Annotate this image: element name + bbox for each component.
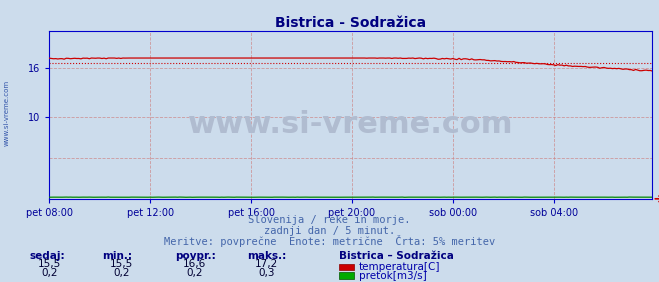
Text: 0,2: 0,2 bbox=[41, 268, 58, 278]
Text: 0,2: 0,2 bbox=[186, 268, 203, 278]
Text: 17,2: 17,2 bbox=[255, 259, 279, 269]
Text: 15,5: 15,5 bbox=[110, 259, 134, 269]
Text: maks.:: maks.: bbox=[247, 251, 287, 261]
Text: pretok[m3/s]: pretok[m3/s] bbox=[359, 271, 427, 281]
Text: Meritve: povprečne  Enote: metrične  Črta: 5% meritev: Meritve: povprečne Enote: metrične Črta:… bbox=[164, 235, 495, 247]
Text: Bistrica – Sodražica: Bistrica – Sodražica bbox=[339, 251, 454, 261]
Text: sedaj:: sedaj: bbox=[30, 251, 65, 261]
Text: www.si-vreme.com: www.si-vreme.com bbox=[188, 111, 513, 140]
Text: min.:: min.: bbox=[102, 251, 132, 261]
Text: temperatura[C]: temperatura[C] bbox=[359, 262, 441, 272]
Title: Bistrica - Sodražica: Bistrica - Sodražica bbox=[275, 16, 426, 30]
Text: 15,5: 15,5 bbox=[38, 259, 61, 269]
Text: www.si-vreme.com: www.si-vreme.com bbox=[3, 80, 10, 146]
Text: 0,2: 0,2 bbox=[113, 268, 130, 278]
Text: zadnji dan / 5 minut.: zadnji dan / 5 minut. bbox=[264, 226, 395, 236]
Text: 16,6: 16,6 bbox=[183, 259, 206, 269]
Text: 0,3: 0,3 bbox=[258, 268, 275, 278]
Text: Slovenija / reke in morje.: Slovenija / reke in morje. bbox=[248, 215, 411, 225]
Text: povpr.:: povpr.: bbox=[175, 251, 215, 261]
